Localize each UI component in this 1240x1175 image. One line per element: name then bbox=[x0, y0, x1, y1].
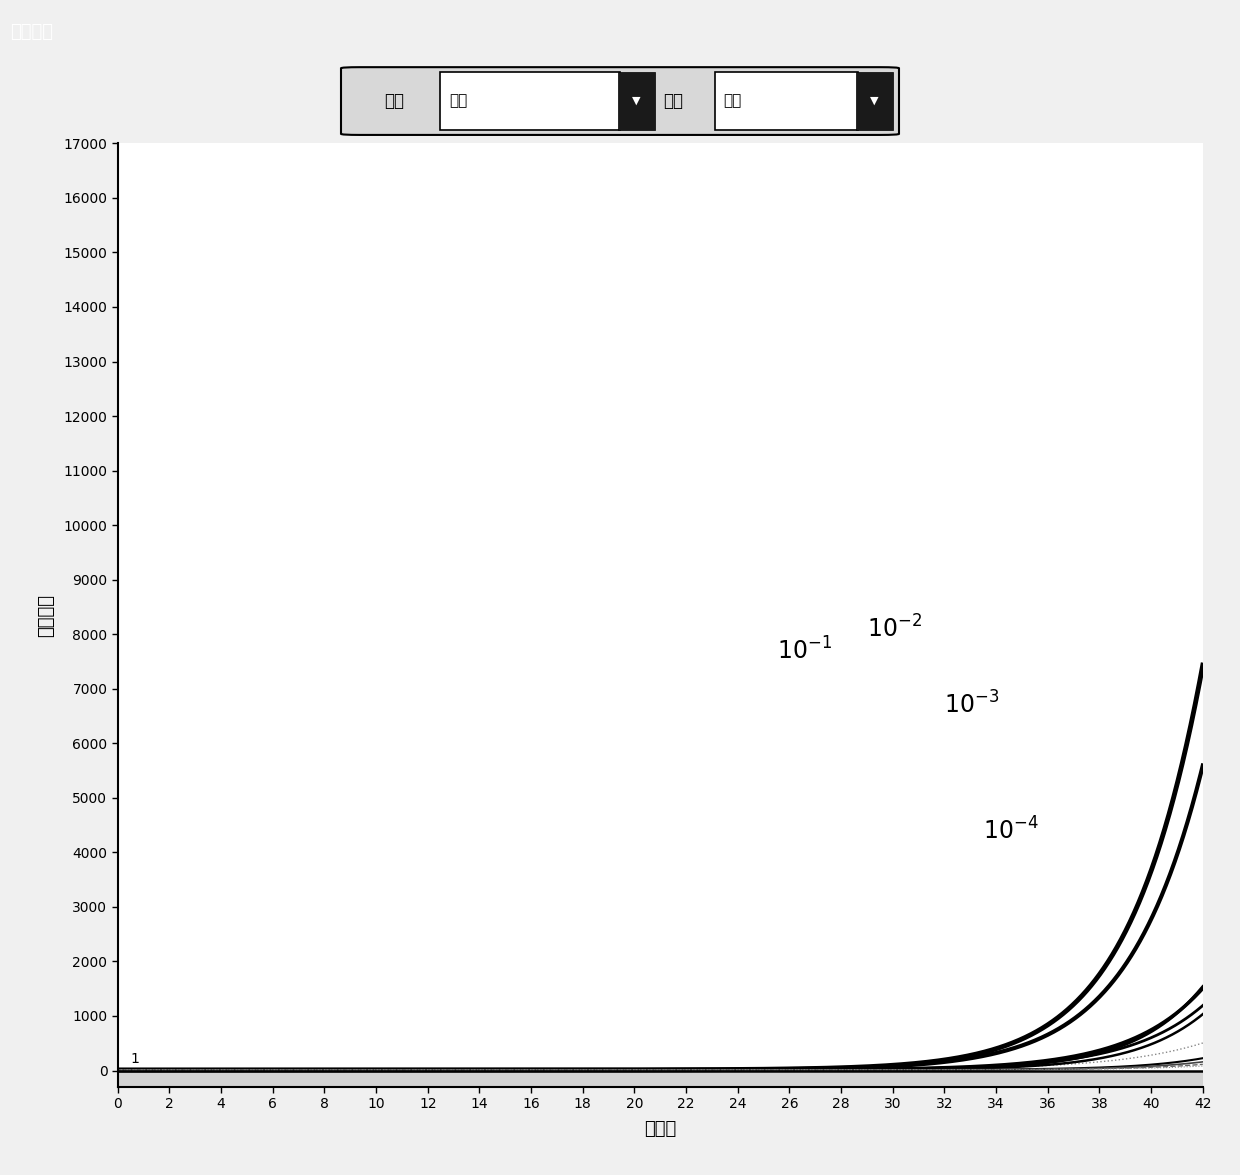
Text: 1: 1 bbox=[130, 1052, 140, 1066]
Text: ▼: ▼ bbox=[870, 96, 878, 106]
Bar bbox=[118, 1070, 1203, 1087]
X-axis label: 循环数: 循环数 bbox=[644, 1120, 677, 1137]
Text: 孔位: 孔位 bbox=[449, 94, 467, 108]
Text: 扩增曲线: 扩增曲线 bbox=[10, 24, 53, 41]
FancyBboxPatch shape bbox=[341, 67, 899, 135]
Text: 线型: 线型 bbox=[663, 92, 683, 110]
Text: $10^{-4}$: $10^{-4}$ bbox=[983, 817, 1039, 844]
Text: ▼: ▼ bbox=[632, 96, 640, 106]
Text: $10^{-2}$: $10^{-2}$ bbox=[867, 616, 923, 643]
Y-axis label: 荧光强度: 荧光强度 bbox=[37, 593, 55, 637]
Text: $10^{-1}$: $10^{-1}$ bbox=[776, 637, 832, 664]
FancyBboxPatch shape bbox=[440, 72, 620, 130]
Text: $10^{-3}$: $10^{-3}$ bbox=[945, 692, 999, 719]
Text: 颜色: 颜色 bbox=[384, 92, 404, 110]
Text: 线性: 线性 bbox=[723, 94, 742, 108]
FancyBboxPatch shape bbox=[715, 72, 858, 130]
FancyBboxPatch shape bbox=[856, 72, 893, 130]
FancyBboxPatch shape bbox=[618, 72, 655, 130]
